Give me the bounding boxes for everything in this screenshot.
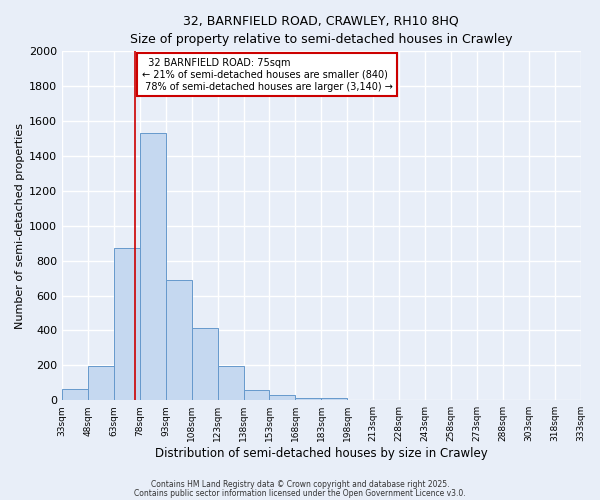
Bar [192, 328, 218, 400]
Bar [269, 395, 295, 400]
Bar [322, 398, 347, 400]
Bar [166, 280, 192, 400]
Text: 32 BARNFIELD ROAD: 75sqm
← 21% of semi-detached houses are smaller (840)
 78% of: 32 BARNFIELD ROAD: 75sqm ← 21% of semi-d… [142, 58, 392, 92]
Y-axis label: Number of semi-detached properties: Number of semi-detached properties [15, 123, 25, 329]
Bar [140, 134, 166, 400]
Bar [295, 398, 322, 400]
Bar [114, 248, 140, 400]
Bar [244, 390, 269, 400]
Bar [88, 366, 114, 400]
Text: Contains public sector information licensed under the Open Government Licence v3: Contains public sector information licen… [134, 490, 466, 498]
Bar [218, 366, 244, 400]
Title: 32, BARNFIELD ROAD, CRAWLEY, RH10 8HQ
Size of property relative to semi-detached: 32, BARNFIELD ROAD, CRAWLEY, RH10 8HQ Si… [130, 15, 512, 46]
X-axis label: Distribution of semi-detached houses by size in Crawley: Distribution of semi-detached houses by … [155, 447, 488, 460]
Text: Contains HM Land Registry data © Crown copyright and database right 2025.: Contains HM Land Registry data © Crown c… [151, 480, 449, 489]
Bar [62, 389, 88, 400]
